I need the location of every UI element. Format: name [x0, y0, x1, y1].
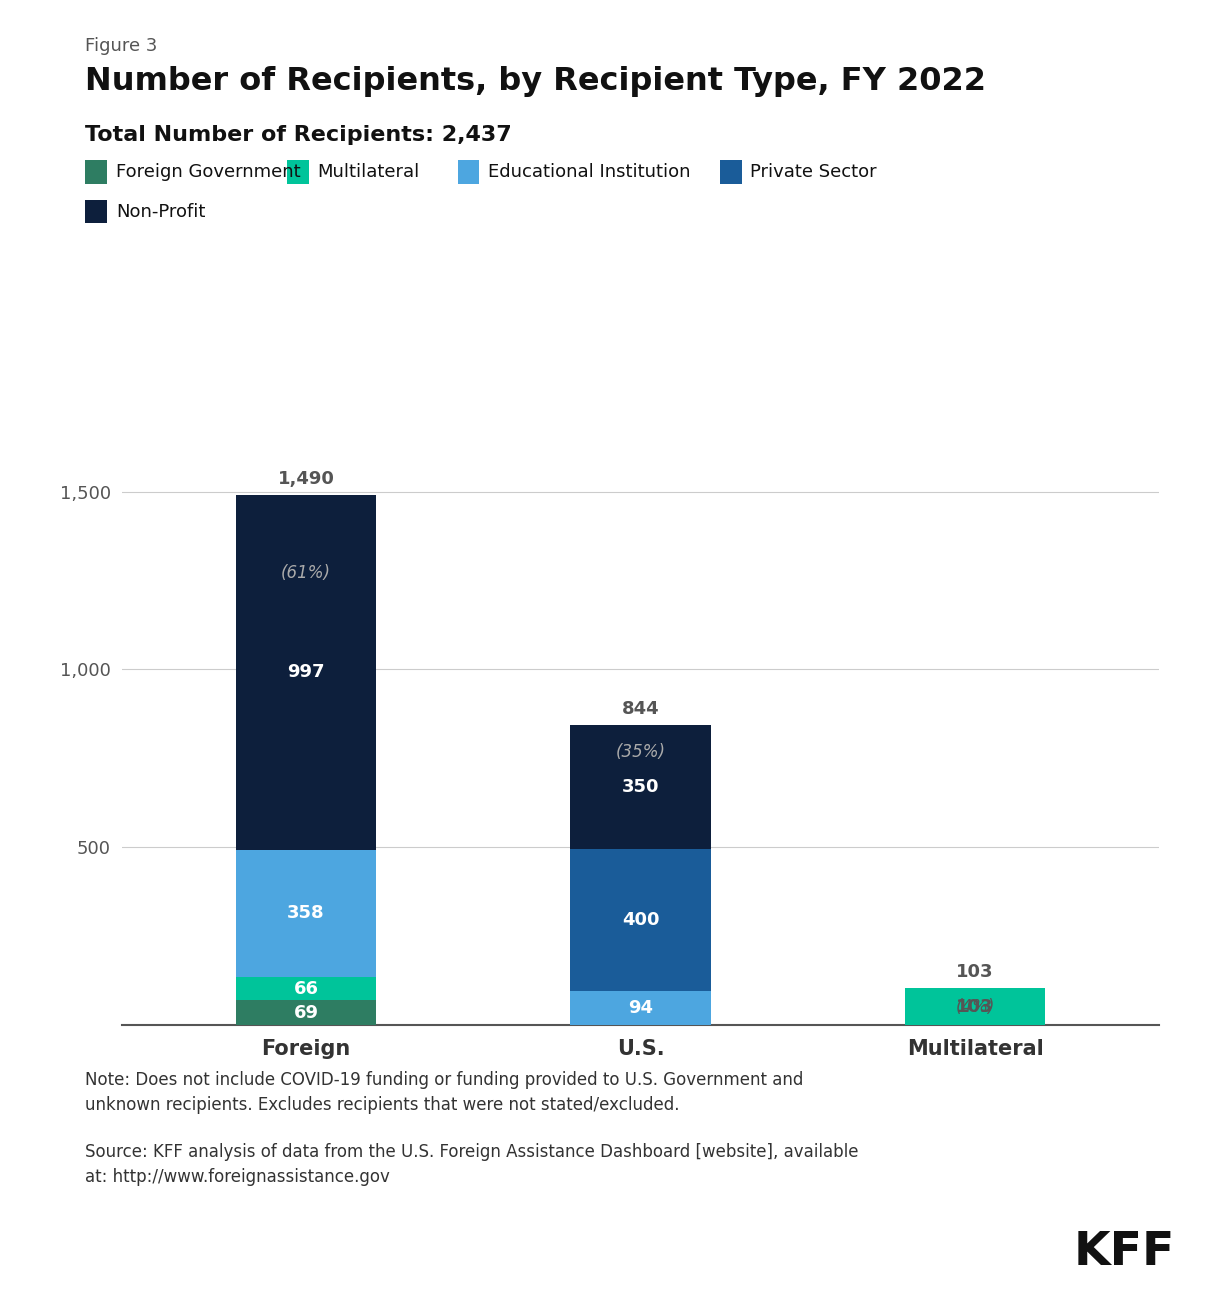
Text: KFF: KFF	[1074, 1230, 1175, 1275]
Text: Foreign Government: Foreign Government	[116, 163, 300, 181]
Text: 103: 103	[956, 963, 994, 982]
Text: Source: KFF analysis of data from the U.S. Foreign Assistance Dashboard [website: Source: KFF analysis of data from the U.…	[85, 1143, 859, 1187]
Bar	[235, 495, 376, 850]
Bar	[570, 849, 711, 992]
Text: 997: 997	[287, 664, 325, 682]
Bar	[235, 976, 376, 1000]
Text: 69: 69	[294, 1004, 318, 1022]
Bar	[235, 850, 376, 976]
Text: Educational Institution: Educational Institution	[488, 163, 691, 181]
Text: 103: 103	[956, 997, 994, 1016]
Text: (35%): (35%)	[616, 744, 665, 761]
Text: 66: 66	[294, 980, 318, 997]
Text: Non-Profit: Non-Profit	[116, 202, 205, 221]
Bar	[235, 1000, 376, 1025]
Text: 400: 400	[622, 912, 659, 929]
Text: Private Sector: Private Sector	[750, 163, 877, 181]
Text: 1,490: 1,490	[277, 470, 334, 487]
Bar	[905, 988, 1046, 1025]
Text: Figure 3: Figure 3	[85, 37, 157, 55]
Text: (4%): (4%)	[955, 997, 994, 1016]
Text: 358: 358	[287, 904, 325, 922]
Text: Note: Does not include COVID-19 funding or funding provided to U.S. Government a: Note: Does not include COVID-19 funding …	[85, 1071, 804, 1114]
Bar	[570, 992, 711, 1025]
Text: 94: 94	[628, 999, 653, 1017]
Bar	[570, 725, 711, 849]
Text: Number of Recipients, by Recipient Type, FY 2022: Number of Recipients, by Recipient Type,…	[85, 66, 987, 97]
Text: 844: 844	[622, 700, 659, 717]
Text: Multilateral: Multilateral	[317, 163, 420, 181]
Text: (61%): (61%)	[281, 564, 331, 582]
Text: 350: 350	[622, 778, 659, 796]
Text: Total Number of Recipients: 2,437: Total Number of Recipients: 2,437	[85, 125, 512, 145]
